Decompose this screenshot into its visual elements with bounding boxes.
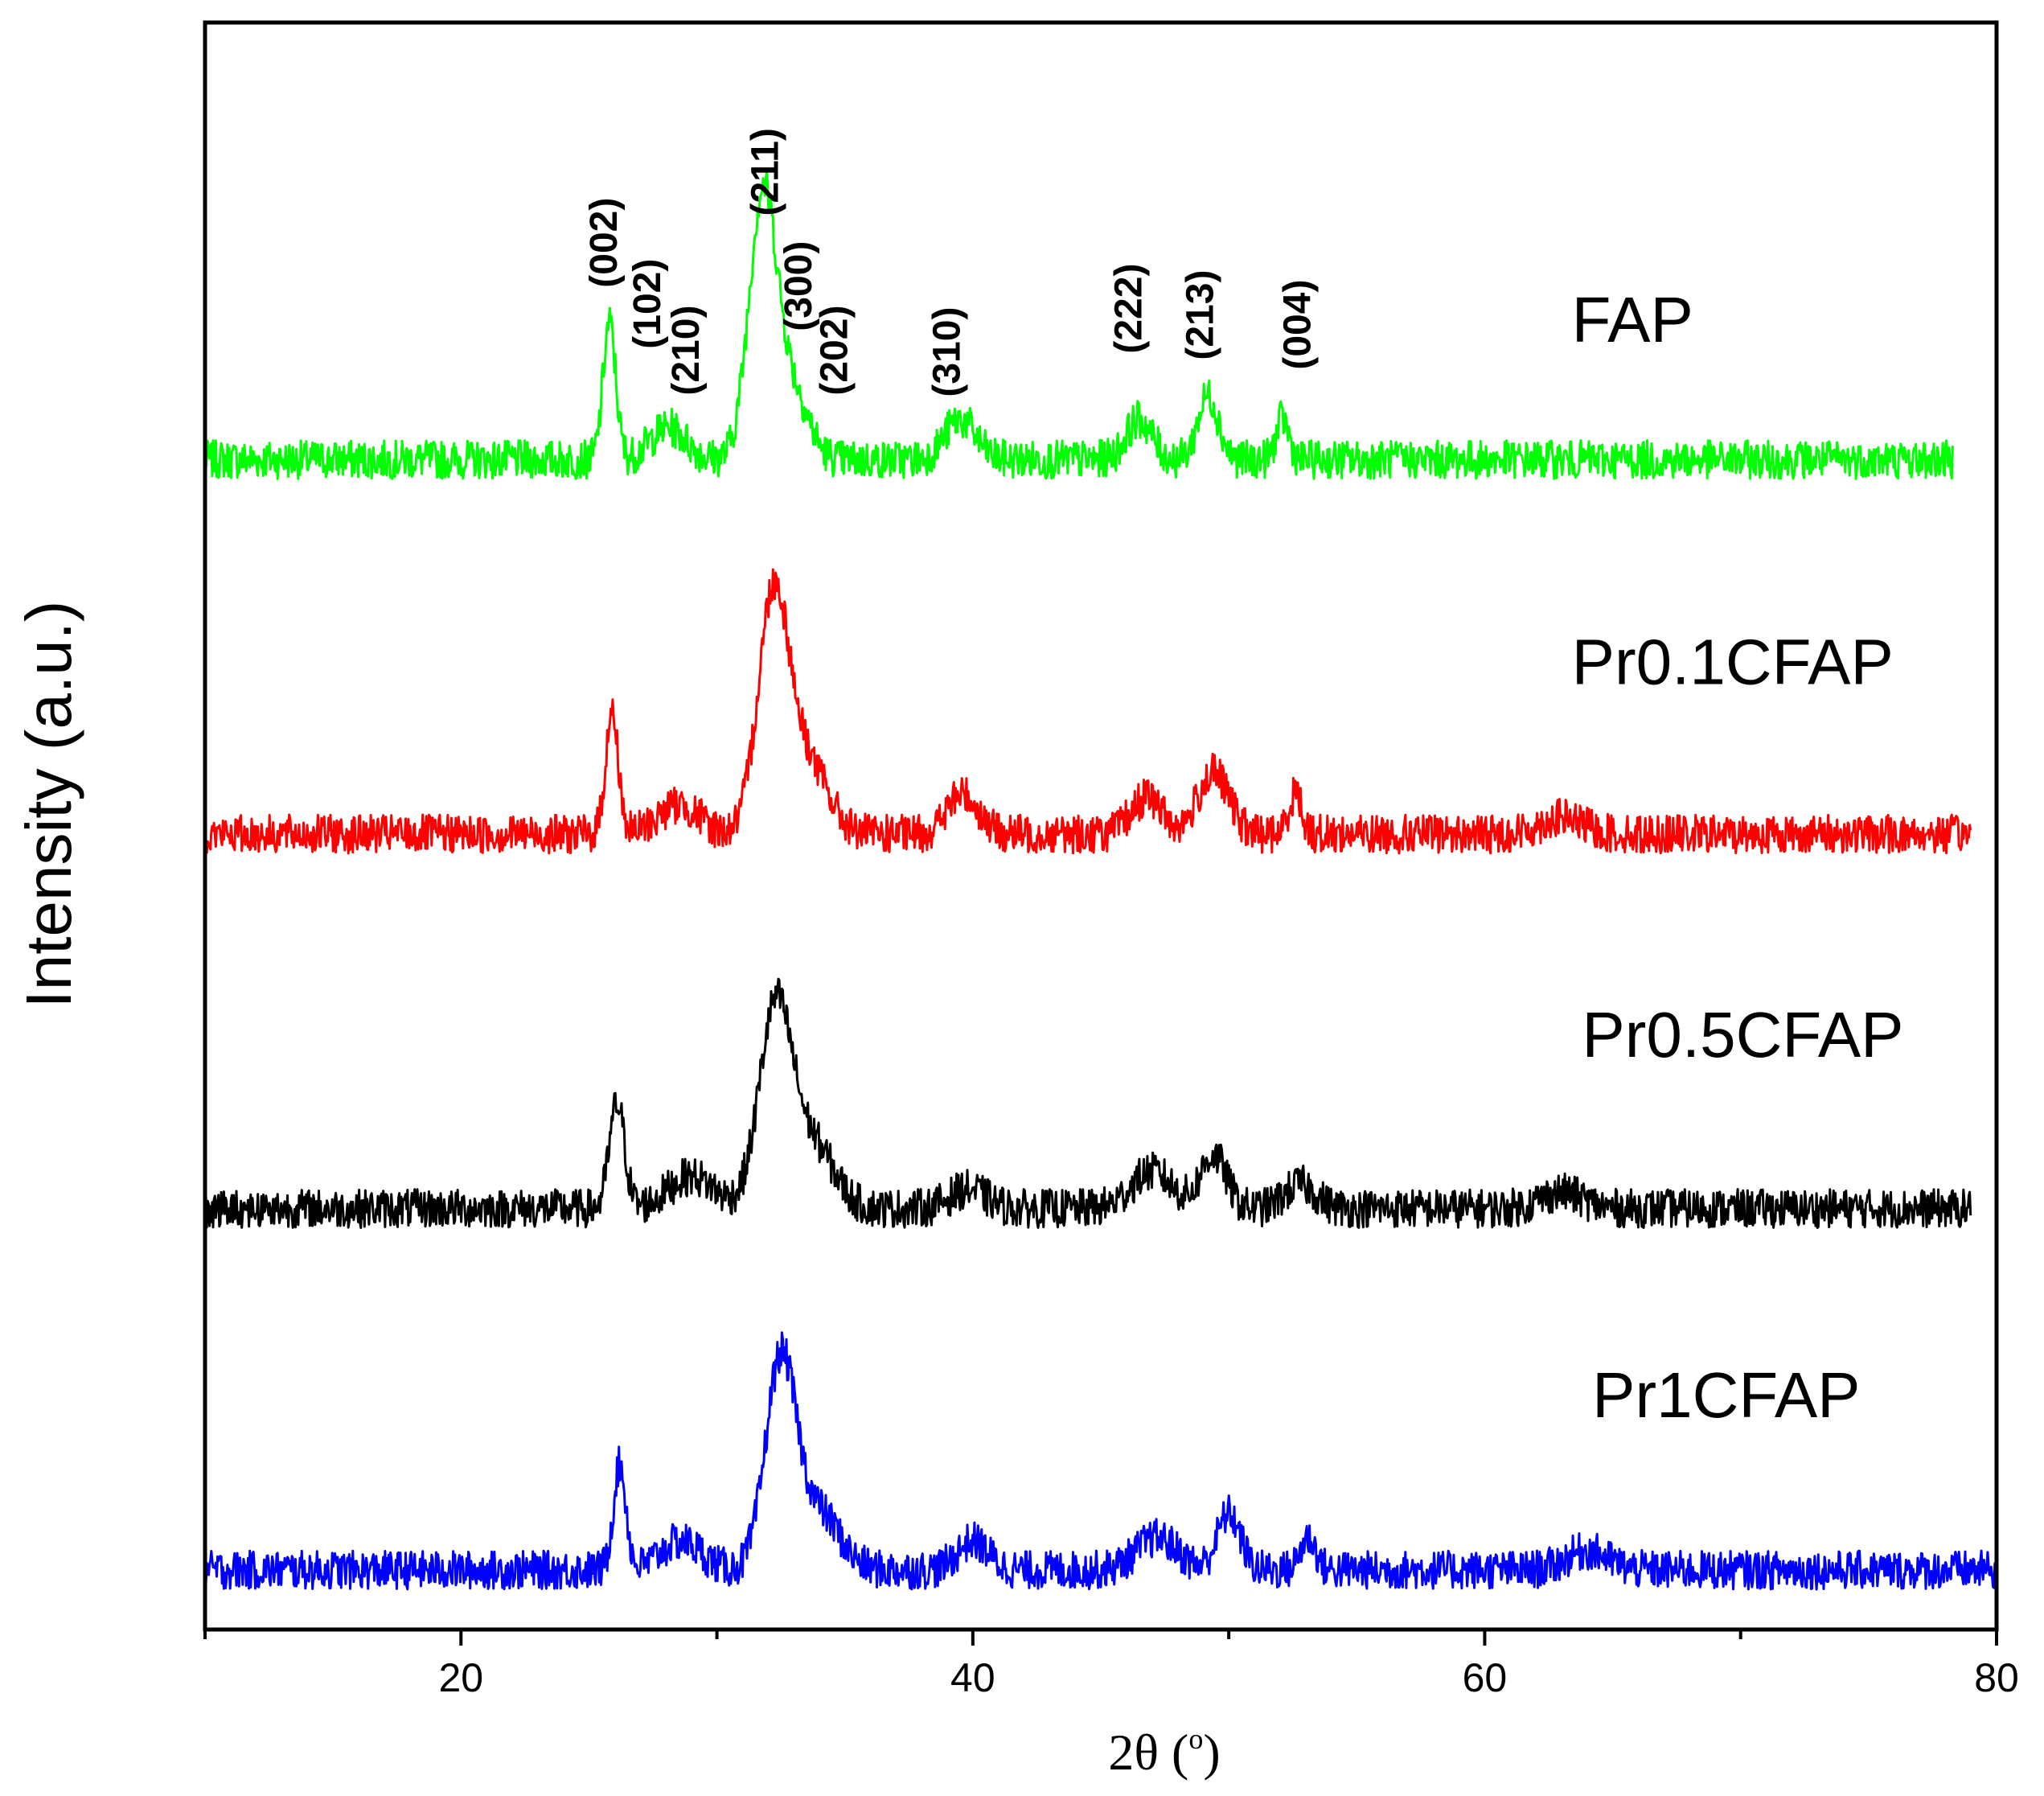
x-tick-label: 80 [1974, 1655, 2019, 1700]
series-label: FAP [1572, 284, 1693, 356]
peak-annotation: (211) [745, 128, 787, 216]
x-axis-title-degree: o [1188, 1723, 1203, 1755]
series-label: Pr0.1CFAP [1572, 627, 1894, 698]
peak-annotation: (213) [1180, 270, 1222, 360]
y-axis-title: Intensity (a.u.) [13, 601, 84, 1009]
series-line-pr1cfap [203, 1331, 1998, 1591]
x-tick-label: 20 [438, 1655, 483, 1700]
plot-frame [203, 20, 1999, 1632]
x-tick-label: 40 [950, 1655, 995, 1700]
x-axis-ticks: 20 40 60 80 [203, 1630, 2019, 1700]
peak-annotation: (210) [665, 306, 708, 396]
series-label: Pr1CFAP [1592, 1359, 1860, 1431]
peak-annotation: (300) [778, 241, 820, 331]
peak-annotations: (002)(102)(210) (211) (300)(202) (310) (222)… [583, 128, 1320, 397]
series-label: Pr0.5CFAP [1582, 999, 1903, 1071]
x-tick-label: 60 [1463, 1655, 1508, 1700]
peak-annotation: (004) [1277, 280, 1320, 370]
peak-annotation: (002) [583, 198, 626, 288]
peak-annotation: (222) [1108, 264, 1151, 354]
peak-annotation: (202) [814, 306, 856, 396]
series-line-pr0-1cfap [203, 568, 1972, 855]
x-axis-title-close: ) [1203, 1724, 1220, 1781]
peak-annotation: (102) [626, 259, 669, 349]
peak-annotation: (310) [926, 307, 969, 397]
series-line-pr0-5cfap [203, 977, 1972, 1229]
series-layer [203, 171, 1998, 1591]
x-axis-title: 2θ (o) [1108, 1723, 1220, 1781]
x-axis-title-main: 2θ ( [1108, 1724, 1188, 1781]
series-line-fap [203, 171, 1954, 480]
series-labels: FAP Pr0.1CFAP Pr0.5CFAP Pr1CFAP [1572, 284, 1904, 1431]
